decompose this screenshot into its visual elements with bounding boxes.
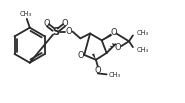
Text: O: O: [115, 43, 122, 52]
Text: CH₃: CH₃: [137, 47, 149, 53]
Text: CH₃: CH₃: [20, 11, 32, 17]
Polygon shape: [102, 33, 112, 40]
Text: O: O: [61, 19, 68, 28]
Text: O: O: [44, 19, 51, 28]
Text: S: S: [53, 27, 60, 37]
Text: CH₃: CH₃: [109, 72, 121, 78]
Text: O: O: [95, 66, 101, 75]
Text: O: O: [110, 28, 117, 37]
Text: O: O: [77, 51, 84, 60]
Text: CH₃: CH₃: [137, 30, 149, 36]
Text: O: O: [65, 27, 72, 36]
Polygon shape: [92, 53, 96, 60]
